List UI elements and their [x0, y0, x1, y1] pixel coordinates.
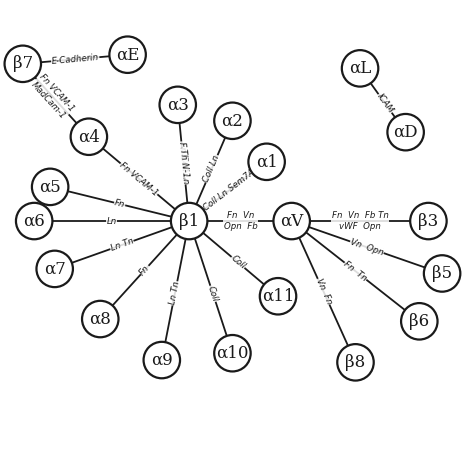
Circle shape [260, 278, 296, 314]
Text: α6: α6 [23, 212, 45, 229]
Text: Coll Ln Sem7A: Coll Ln Sem7A [202, 168, 257, 213]
Text: β3: β3 [418, 212, 438, 229]
Text: α1: α1 [255, 153, 278, 170]
Text: Fn Coll Ln: Fn Coll Ln [177, 141, 190, 184]
Text: Fn: Fn [113, 198, 126, 210]
Circle shape [401, 303, 438, 339]
Circle shape [337, 344, 374, 381]
Text: Coll: Coll [206, 285, 220, 303]
Text: α2: α2 [221, 112, 243, 129]
Text: Coll: Coll [229, 254, 247, 271]
Text: αV: αV [280, 212, 303, 229]
Circle shape [160, 87, 196, 123]
Text: Ln Tn: Ln Tn [168, 281, 182, 306]
Text: α10: α10 [216, 345, 249, 362]
Text: Fn VCAM-1: Fn VCAM-1 [118, 160, 160, 198]
Circle shape [144, 342, 180, 378]
Circle shape [214, 335, 251, 372]
Text: α11: α11 [262, 288, 294, 305]
Text: Ln: Ln [107, 217, 117, 226]
Circle shape [32, 169, 68, 205]
Circle shape [36, 251, 73, 287]
Circle shape [214, 102, 251, 139]
Circle shape [248, 144, 285, 180]
Text: ICAM: ICAM [375, 92, 395, 115]
Text: Vn  Fn: Vn Fn [314, 277, 333, 306]
Text: α5: α5 [39, 178, 61, 195]
Text: Th N-1: Th N-1 [178, 148, 189, 178]
Circle shape [410, 203, 447, 239]
Circle shape [273, 203, 310, 239]
Text: Fn VCAM-1
MadCam-1: Fn VCAM-1 MadCam-1 [29, 73, 75, 120]
Text: Fn  Vn
Opn  Fb: Fn Vn Opn Fb [224, 211, 257, 231]
Text: E-Cadherin: E-Cadherin [51, 53, 99, 66]
Text: α4: α4 [78, 128, 100, 145]
Text: β7: β7 [13, 55, 33, 73]
Circle shape [387, 114, 424, 150]
Text: αE: αE [116, 46, 139, 63]
Circle shape [16, 203, 53, 239]
Text: β1: β1 [179, 212, 199, 229]
Text: α8: α8 [89, 310, 111, 328]
Text: Coll Ln: Coll Ln [202, 154, 221, 184]
Text: α7: α7 [44, 260, 65, 277]
Text: Fn: Fn [138, 263, 152, 277]
Text: Ln Tn: Ln Tn [109, 237, 135, 253]
Text: β5: β5 [432, 265, 452, 282]
Text: αD: αD [393, 124, 418, 141]
Circle shape [5, 46, 41, 82]
Circle shape [342, 50, 378, 87]
Text: α3: α3 [167, 96, 189, 113]
Circle shape [424, 255, 460, 292]
Text: β8: β8 [346, 354, 365, 371]
Circle shape [82, 301, 118, 337]
Text: β6: β6 [409, 313, 429, 330]
Text: Vn  Opn: Vn Opn [349, 237, 385, 257]
Text: α9: α9 [151, 352, 173, 369]
Circle shape [171, 203, 207, 239]
Text: αL: αL [349, 60, 371, 77]
Text: Fn  Vn  Fb Tn
vWF  Opn: Fn Vn Fb Tn vWF Opn [332, 211, 389, 231]
Circle shape [109, 36, 146, 73]
Text: Fn  Tn: Fn Tn [342, 259, 369, 283]
Circle shape [71, 118, 107, 155]
